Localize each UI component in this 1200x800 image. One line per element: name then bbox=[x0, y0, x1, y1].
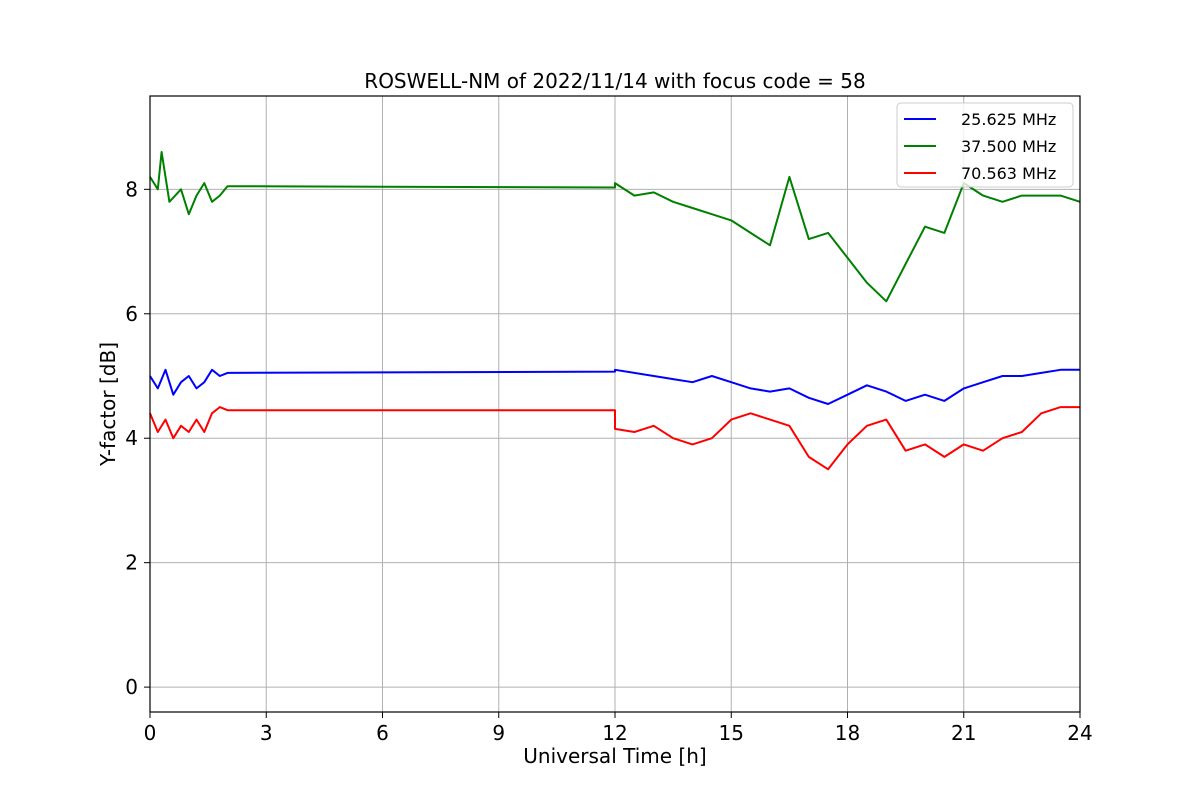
x-tick-label: 9 bbox=[492, 721, 505, 745]
y-tick-label: 4 bbox=[125, 426, 138, 450]
x-tick-label: 0 bbox=[144, 721, 157, 745]
y-axis-label: Y-factor [dB] bbox=[96, 342, 120, 467]
y-tick-label: 8 bbox=[125, 177, 138, 201]
y-ticks: 0 2 4 6 8 bbox=[125, 177, 150, 699]
x-tick-label: 21 bbox=[951, 721, 976, 745]
series-line-2 bbox=[149, 406, 1080, 471]
x-axis-label: Universal Time [h] bbox=[523, 744, 706, 768]
chart-title: ROSWELL-NM of 2022/11/14 with focus code… bbox=[364, 69, 865, 93]
y-tick-label: 0 bbox=[125, 675, 138, 699]
x-ticks: 0 3 6 9 12 15 18 21 24 bbox=[144, 712, 1093, 745]
y-tick-label: 2 bbox=[125, 551, 138, 575]
legend-label-1: 37.500 MHz bbox=[961, 137, 1056, 156]
legend-label-2: 70.563 MHz bbox=[961, 164, 1056, 183]
x-tick-label: 18 bbox=[835, 721, 860, 745]
y-tick-label: 6 bbox=[125, 302, 138, 326]
x-tick-label: 3 bbox=[260, 721, 273, 745]
x-tick-label: 24 bbox=[1067, 721, 1092, 745]
x-tick-label: 6 bbox=[376, 721, 389, 745]
legend-label-0: 25.625 MHz bbox=[961, 110, 1056, 129]
legend: 25.625 MHz 37.500 MHz 70.563 MHz bbox=[896, 102, 1074, 188]
legend-box bbox=[896, 102, 1074, 188]
series-line-0 bbox=[149, 368, 1080, 405]
x-tick-label: 15 bbox=[719, 721, 744, 745]
x-tick-label: 12 bbox=[602, 721, 627, 745]
